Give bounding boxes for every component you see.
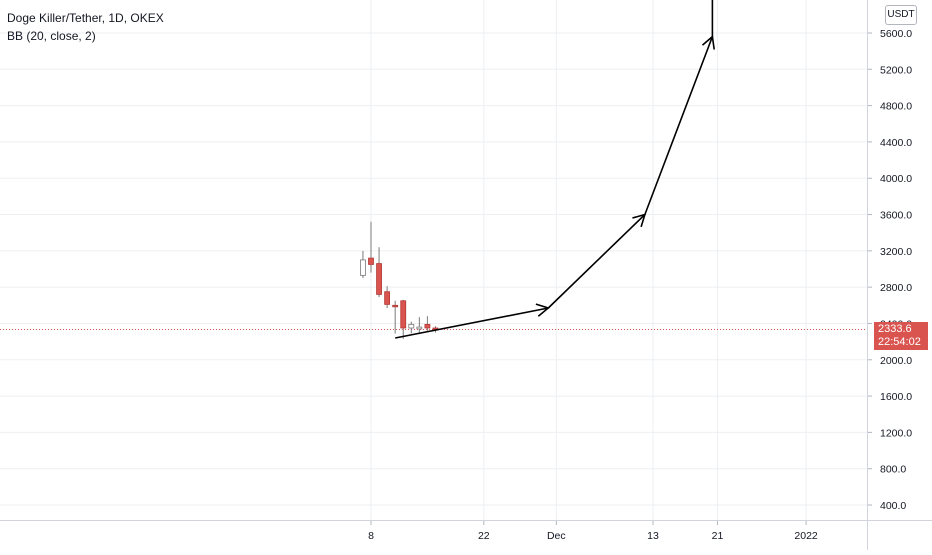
time-axis[interactable]: 8 22 Dec 13 21 2022: [368, 521, 818, 542]
price-axis-label: 800.0: [880, 464, 906, 476]
symbol-title[interactable]: Doge Killer/Tether, 1D, OKEX: [7, 11, 164, 25]
candles: [360, 221, 439, 339]
price-axis-label: 3200.0: [880, 246, 912, 258]
time-axis-label: 21: [712, 530, 724, 542]
candle: [384, 286, 391, 309]
time-axis-label: Dec: [547, 530, 566, 542]
candle: [360, 250, 366, 279]
price-axis-label: 1200.0: [880, 427, 912, 439]
candle: [392, 300, 399, 334]
time-axis-label: 22: [478, 530, 490, 542]
candle: [416, 317, 423, 333]
price-axis-label: 4000.0: [880, 173, 912, 185]
candle-body: [424, 323, 431, 329]
candle: [408, 321, 415, 334]
price-axis-label: 2000.0: [880, 355, 912, 367]
candle-body: [376, 263, 382, 295]
price-axis-label: 400.0: [880, 500, 906, 512]
price-axis[interactable]: 400.0800.01200.01600.02000.02400.02800.0…: [868, 28, 912, 512]
currency-button[interactable]: USDT: [885, 5, 917, 25]
forecast-arrow-drawing[interactable]: [395, 0, 715, 339]
price-axis-label: 5200.0: [880, 64, 912, 76]
candle-body: [384, 291, 391, 305]
candle-body: [408, 323, 415, 329]
last-price-value: 2333.6: [878, 323, 912, 335]
candle: [368, 221, 374, 273]
arrowhead: [701, 35, 715, 50]
price-axis-label: 4800.0: [880, 101, 912, 113]
price-axis-label: 2800.0: [880, 282, 912, 294]
candle-body: [368, 257, 374, 265]
candle-body: [392, 304, 399, 308]
candle: [424, 316, 431, 331]
price-axis-label: 3600.0: [880, 210, 912, 222]
price-axis-label: 4400.0: [880, 137, 912, 149]
candle-body: [400, 300, 407, 329]
indicator-label[interactable]: BB (20, close, 2): [7, 29, 96, 43]
bar-countdown: 22:54:02: [878, 336, 921, 348]
candle: [376, 247, 382, 298]
time-axis-label: 13: [647, 530, 659, 542]
price-axis-label: 5600.0: [880, 28, 912, 40]
candle: [400, 299, 407, 339]
last-price-tag: 2333.6 22:54:02: [874, 322, 928, 350]
candle-body: [360, 259, 366, 276]
arrowhead: [535, 303, 550, 317]
price-axis-label: 1600.0: [880, 391, 912, 403]
arrowhead: [632, 213, 647, 228]
grid-lines: [0, 0, 867, 520]
time-axis-label: 8: [368, 530, 374, 542]
candle-body: [416, 326, 423, 330]
time-axis-label: 2022: [794, 530, 818, 542]
